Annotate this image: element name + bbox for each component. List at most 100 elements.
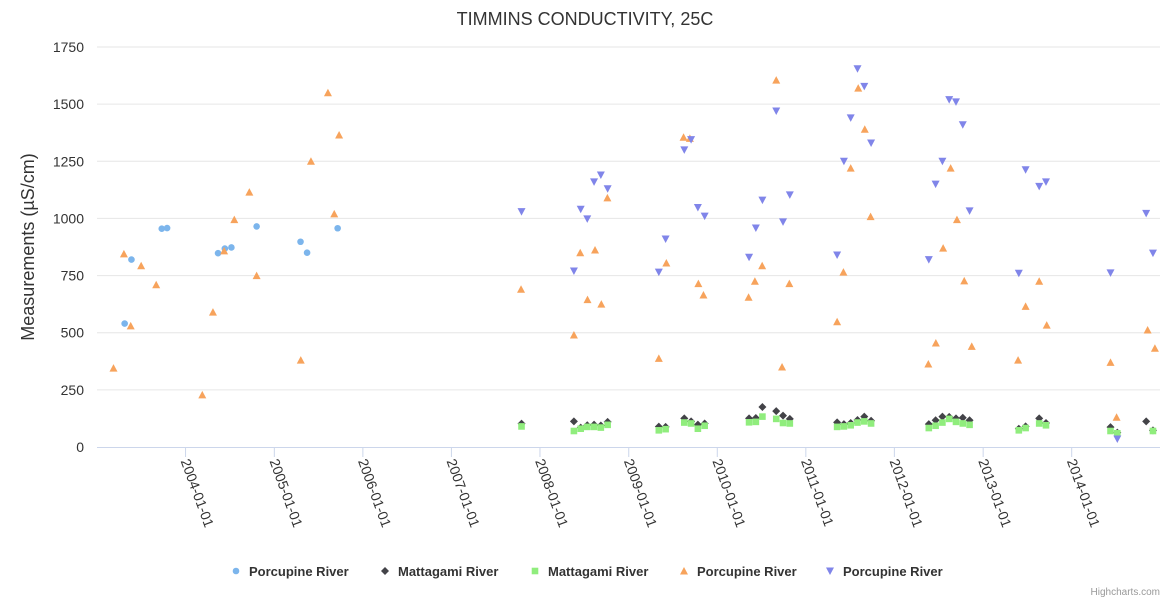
legend-label: Porcupine River — [843, 564, 943, 579]
data-point — [654, 268, 663, 277]
data-point — [1148, 249, 1157, 258]
data-point — [687, 420, 695, 427]
data-point — [569, 331, 578, 339]
legend-item[interactable]: Mattagami River — [381, 564, 498, 579]
data-point — [960, 276, 969, 285]
data-point — [583, 423, 591, 431]
data-point — [1113, 435, 1122, 443]
data-point — [860, 418, 868, 425]
data-point — [334, 224, 341, 232]
data-point — [1042, 421, 1050, 429]
data-point — [833, 317, 842, 326]
y-axis-ticks: 0 250 500 750 1000 1250 1500 1750 — [53, 39, 84, 455]
data-point — [583, 215, 592, 223]
data-point — [959, 420, 967, 427]
data-point — [137, 261, 146, 270]
x-tick-label: 2013-01-01 — [975, 457, 1015, 530]
data-point — [833, 251, 842, 259]
data-point — [1022, 424, 1029, 432]
legend-symbol — [232, 567, 240, 575]
data-point — [779, 419, 787, 427]
data-point — [1142, 209, 1151, 218]
chart-title: TIMMINS CONDUCTIVITY, 25C — [457, 9, 714, 29]
data-point — [745, 419, 753, 426]
data-point — [1150, 344, 1159, 352]
series-diamond — [517, 403, 1157, 437]
data-point — [303, 249, 311, 257]
data-point — [779, 411, 788, 420]
data-point — [931, 180, 940, 189]
data-point — [603, 193, 612, 202]
data-point — [680, 146, 689, 154]
data-point — [1106, 358, 1115, 366]
data-point — [576, 248, 585, 257]
data-point — [1014, 269, 1023, 278]
data-point — [214, 249, 222, 257]
data-point — [687, 136, 696, 144]
legend-item[interactable]: Porcupine River — [680, 564, 797, 579]
x-tick-label: 2004-01-01 — [178, 457, 218, 530]
data-point — [1035, 182, 1044, 191]
x-tick-label: 2011-01-01 — [798, 457, 837, 529]
data-point — [945, 415, 953, 423]
data-point — [867, 420, 875, 427]
data-point — [1106, 269, 1115, 277]
data-point — [570, 427, 578, 435]
data-point — [693, 203, 702, 212]
x-tick-label: 2006-01-01 — [355, 457, 395, 530]
legend-item[interactable]: Porcupine River — [232, 564, 349, 579]
data-point — [750, 277, 759, 285]
x-tick-label: 2008-01-01 — [532, 457, 572, 530]
data-point — [297, 238, 304, 246]
data-point — [109, 364, 118, 372]
data-point — [654, 354, 663, 362]
data-point — [758, 261, 767, 270]
data-point — [860, 82, 869, 91]
x-tick-label: 2005-01-01 — [267, 457, 307, 530]
data-point — [938, 412, 947, 421]
credits-link[interactable]: Highcharts.com — [1091, 587, 1160, 598]
grid-lines — [97, 46, 1160, 391]
data-points — [109, 65, 1159, 443]
data-point — [854, 84, 863, 92]
data-point — [925, 424, 933, 432]
data-point — [967, 342, 976, 350]
series-square — [518, 413, 1157, 437]
data-point — [931, 339, 940, 347]
series-circle — [121, 223, 341, 327]
y-tick-label: 0 — [76, 439, 84, 455]
y-tick-label: 1750 — [53, 39, 84, 55]
data-point — [758, 196, 767, 205]
data-point — [208, 308, 217, 316]
data-point — [591, 245, 600, 254]
y-tick-label: 500 — [61, 325, 85, 341]
y-tick-label: 250 — [61, 382, 85, 398]
data-point — [946, 164, 955, 172]
data-point — [662, 259, 671, 267]
data-point — [945, 96, 954, 104]
x-axis: 2004-01-01 2005-01-01 2006-01-01 2007-01-01… — [97, 447, 1160, 530]
data-point — [230, 215, 239, 224]
data-point — [1107, 427, 1114, 435]
data-point — [662, 425, 669, 433]
data-point — [847, 421, 855, 429]
data-point — [752, 418, 760, 426]
series-triangle-down — [517, 65, 1157, 443]
data-point — [694, 279, 703, 288]
legend-item[interactable]: Porcupine River — [826, 564, 943, 579]
data-point — [590, 178, 599, 186]
data-point — [958, 413, 967, 422]
legend: Porcupine River Mattagami River Mattagami … — [232, 564, 943, 579]
data-point — [758, 403, 767, 411]
data-point — [518, 423, 525, 430]
x-tick-label: 2009-01-01 — [621, 457, 661, 530]
data-point — [958, 121, 967, 129]
legend-item[interactable]: Mattagami River — [531, 564, 649, 579]
data-point — [152, 280, 161, 289]
data-point — [680, 419, 688, 426]
data-point — [854, 419, 861, 426]
data-point — [751, 224, 760, 233]
data-point — [860, 125, 869, 133]
data-point — [772, 407, 781, 416]
data-point — [306, 157, 315, 165]
